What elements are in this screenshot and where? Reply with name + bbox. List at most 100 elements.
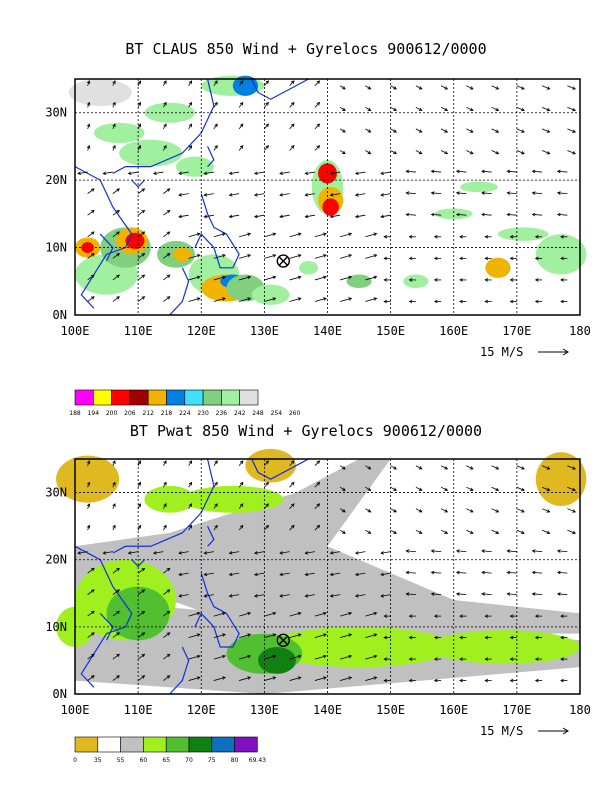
wind-arrow <box>365 106 371 111</box>
colorbar-swatch <box>97 736 121 753</box>
wind-arrow <box>314 655 327 660</box>
wind-arrow-head <box>433 278 438 282</box>
wind-arrow <box>541 150 550 155</box>
colorbar-label: 212 <box>142 410 154 417</box>
wind-arrow <box>238 145 244 151</box>
x-tick-label: 110E <box>124 324 153 338</box>
wind-arrow <box>238 123 244 130</box>
wind-arrow <box>239 254 251 259</box>
wind-arrow <box>380 551 391 554</box>
wind-arrow <box>355 214 366 218</box>
wind-arrow-head <box>247 611 252 616</box>
wind-arrow-head <box>196 254 201 258</box>
wind-arrow <box>314 612 327 617</box>
wind-arrow-head <box>405 549 410 553</box>
wind-arrow-head <box>418 150 423 155</box>
wind-arrow <box>314 525 320 531</box>
wind-arrow <box>163 253 171 259</box>
wind-arrow <box>254 551 265 554</box>
vector-scale-arrow-head <box>562 348 569 356</box>
wind-arrow <box>406 192 416 195</box>
wind-arrow-head <box>373 254 378 258</box>
wind-arrow <box>87 568 95 574</box>
y-tick-label: 20N <box>45 553 67 567</box>
wind-arrow <box>339 85 346 90</box>
wind-arrow <box>239 655 251 660</box>
wind-arrow-head <box>380 594 384 598</box>
wind-arrow-head <box>228 594 233 598</box>
wind-arrow-head <box>531 592 536 596</box>
wind-arrow <box>239 276 251 281</box>
wind-arrow-head <box>373 633 378 637</box>
wind-arrow-head <box>367 107 372 111</box>
wind-arrow <box>340 276 352 281</box>
colorbar-swatch <box>165 736 190 753</box>
wind-arrow-head <box>214 481 218 486</box>
wind-arrow-head <box>222 654 226 659</box>
wind-arrow <box>213 525 218 531</box>
wind-arrow-head <box>323 232 327 236</box>
wind-arrow-head <box>380 193 384 197</box>
wind-arrow <box>532 214 543 216</box>
wind-arrow-head <box>116 653 120 658</box>
coastline <box>131 179 145 188</box>
wind-arrow <box>178 572 189 576</box>
wind-arrow-head <box>253 171 258 176</box>
wind-arrow <box>289 254 301 259</box>
wind-arrow-head <box>418 487 423 491</box>
wind-arrow-head <box>297 275 302 280</box>
wind-arrow <box>254 193 265 196</box>
wind-arrow-head <box>247 633 252 637</box>
wind-arrow-head <box>228 193 233 197</box>
colorbar-label: 218 <box>161 410 173 417</box>
wind-arrow-head <box>495 466 500 470</box>
wind-arrow-head <box>556 570 561 575</box>
wind-arrow-head <box>444 86 449 90</box>
wind-arrow-head <box>408 278 413 282</box>
wind-arrow-head <box>222 611 226 616</box>
wind-arrow-head <box>102 171 107 176</box>
wind-arrow-head <box>137 144 142 149</box>
wind-arrow <box>440 465 448 470</box>
wind-arrow-head <box>188 524 193 529</box>
wind-arrow-head <box>373 297 378 301</box>
wind-arrow-head <box>297 232 302 236</box>
wind-arrow <box>279 572 290 576</box>
wind-arrow-head <box>90 274 95 279</box>
wind-arrow-head <box>342 487 346 491</box>
panel1-grid <box>75 79 580 315</box>
wind-arrow-head <box>484 614 489 618</box>
wind-arrow-head <box>418 129 423 133</box>
wind-arrow-head <box>383 234 388 239</box>
wind-arrow <box>87 675 95 681</box>
wind-arrow-head <box>380 214 384 219</box>
wind-arrow-head <box>137 123 142 128</box>
wind-arrow-head <box>116 632 120 636</box>
wind-arrow <box>365 655 377 660</box>
panel2-title: BT Pwat 850 Wind + Gyrelocs 900612/0000 <box>129 422 483 440</box>
wind-arrow <box>365 676 377 681</box>
wind-arrow <box>213 145 218 151</box>
wind-arrow-head <box>481 592 485 596</box>
colorbar-label: 260 <box>289 410 301 417</box>
x-tick-label: 150E <box>376 324 405 338</box>
wind-arrow-head <box>141 274 146 279</box>
wind-arrow-head <box>444 466 449 470</box>
wind-arrow-head <box>86 481 91 486</box>
wind-arrow-head <box>354 551 359 555</box>
wind-arrow <box>264 145 269 151</box>
wind-arrow-head <box>354 594 359 598</box>
colorbar-label: 65 <box>162 757 170 764</box>
cloud-top-shade <box>497 227 549 241</box>
wind-arrow-head <box>418 530 423 534</box>
wind-arrow-head <box>137 101 142 106</box>
wind-arrow-head <box>112 481 116 486</box>
wind-arrow <box>365 254 377 259</box>
wind-arrow <box>87 80 90 86</box>
wind-arrow <box>466 486 474 491</box>
wind-arrow-head <box>166 274 171 279</box>
wind-arrow <box>254 594 265 597</box>
wind-arrow-head <box>531 191 536 195</box>
wind-arrow <box>213 503 218 509</box>
wind-arrow-head <box>348 676 353 680</box>
